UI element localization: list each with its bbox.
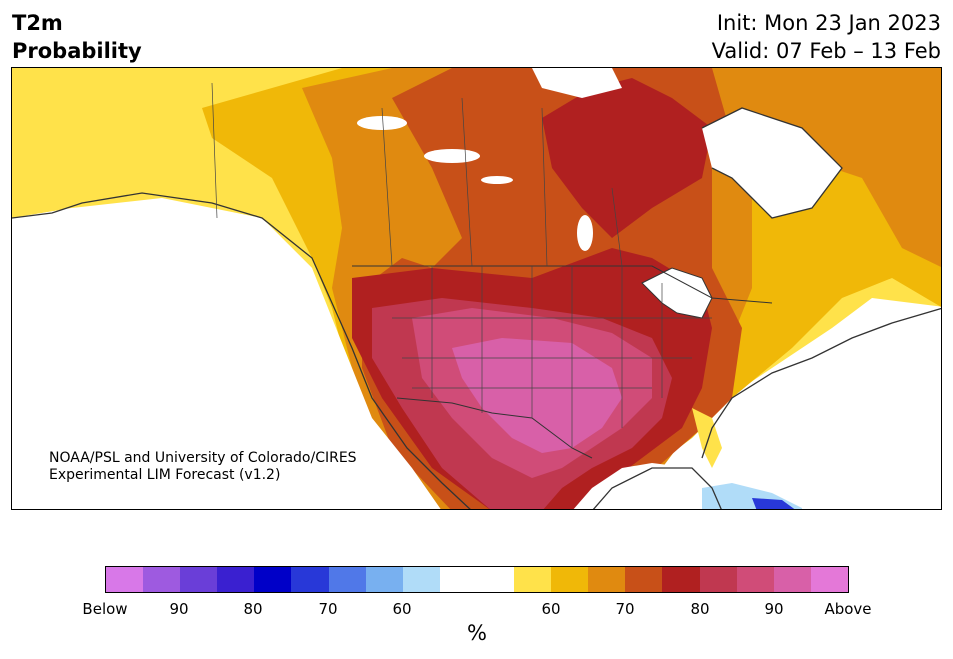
colorbar-segment-11 (514, 567, 552, 592)
colorbar-tick-below-80: 80 (243, 600, 263, 618)
us-canada-border (352, 265, 773, 304)
colorbar-segment-6 (328, 567, 366, 592)
colorbar-segment-3 (217, 567, 255, 592)
title-quantity: Probability (12, 39, 142, 63)
colorbar-unit: % (467, 621, 487, 645)
map-panel (11, 67, 942, 510)
forecast-map (12, 68, 941, 509)
region-95pct (452, 338, 622, 453)
colorbar-segment-1 (143, 567, 181, 592)
colorbar-tick-above: Above (824, 600, 872, 618)
region-80pct-northeast (542, 78, 712, 238)
colorbar-segment-16 (699, 567, 737, 592)
caribbean-cold-core (752, 498, 795, 509)
colorbar-segment-18 (773, 567, 811, 592)
colorbar-segment-15 (662, 567, 700, 592)
us-mexico-border (396, 397, 593, 459)
hudson-bay (702, 108, 842, 218)
colorbar-tick-above-80: 80 (690, 600, 710, 618)
init-date: Init: Mon 23 Jan 2023 (716, 11, 941, 35)
title-variable: T2m (12, 11, 63, 35)
colorbar-segment-12 (551, 567, 589, 592)
colorbar-segment-10 (476, 567, 515, 592)
colorbar-segment-4 (254, 567, 292, 592)
colorbar-segment-19 (810, 567, 848, 592)
colorbar-segment-14 (625, 567, 663, 592)
florida-peninsula (692, 408, 722, 468)
credit-line2: Experimental LIM Forecast (v1.2) (49, 467, 281, 483)
colorbar (105, 566, 849, 593)
colorbar-tick-below-90: 90 (169, 600, 189, 618)
lake-winnipeg (577, 215, 593, 251)
colorbar-tick-below: Below (82, 600, 128, 618)
map-title: T2m Probability (12, 9, 142, 65)
great-lakes (641, 267, 713, 319)
colorbar-segment-9 (439, 567, 477, 592)
great-bear-lake (357, 116, 407, 130)
colorbar-segment-13 (588, 567, 626, 592)
colorbar-segment-5 (291, 567, 329, 592)
colorbar-segment-7 (365, 567, 403, 592)
colorbar-tick-below-60: 60 (392, 600, 412, 618)
state-borders (392, 266, 712, 448)
gulf-of-mexico (573, 463, 722, 509)
colorbar-tick-below-70: 70 (318, 600, 338, 618)
great-slave-lake (424, 149, 480, 163)
colorbar-segment-0 (106, 567, 144, 592)
lake-athabasca (481, 176, 513, 184)
colorbar-tick-above-90: 90 (764, 600, 784, 618)
colorbar-tick-above-60: 60 (541, 600, 561, 618)
credit-text: NOAA/PSL and University of Colorado/CIRE… (49, 450, 357, 484)
province-borders (211, 82, 623, 267)
atlantic-ocean (712, 318, 941, 509)
credit-line1: NOAA/PSL and University of Colorado/CIRE… (49, 450, 357, 466)
forecast-dates: Init: Mon 23 Jan 2023 Valid: 07 Feb – 13… (712, 9, 941, 65)
coastlines (12, 107, 941, 509)
colorbar-segment-2 (180, 567, 218, 592)
colorbar-segment-17 (736, 567, 774, 592)
valid-range: Valid: 07 Feb – 13 Feb (711, 39, 941, 63)
colorbar-tick-above-70: 70 (615, 600, 635, 618)
arctic-waters (532, 68, 622, 98)
colorbar-segment-8 (402, 567, 440, 592)
pacific-ocean (12, 203, 441, 509)
